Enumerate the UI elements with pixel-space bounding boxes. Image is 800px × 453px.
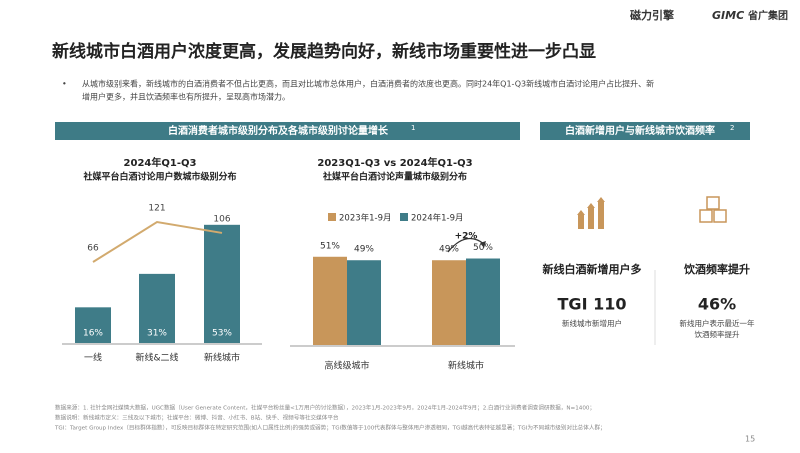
footnote-ref: 2 (730, 124, 734, 132)
line (92, 220, 223, 263)
bar (466, 258, 500, 345)
value-label: 51% (320, 241, 340, 251)
page-number: 15 (745, 435, 755, 444)
logo: 磁力引擎 (630, 8, 674, 22)
footnote: 数据说明：新线城市定义：三线及以下城市；社媒平台：微博、抖音、小红书、B站、快手… (55, 414, 339, 422)
legend-label: 2023年1-9月 (339, 213, 392, 224)
legend-swatch (328, 213, 336, 221)
stat-desc: 新线城市新增用户 (562, 318, 622, 328)
annotation-arrow (447, 237, 485, 253)
annotation: +2% (455, 232, 478, 242)
x-tick-label: 高线级城市 (324, 360, 369, 372)
footnote: 数据来源：1. 社针全网社媒情大数据，UGC数据（User Generate C… (55, 404, 595, 412)
arrow-head (480, 241, 486, 248)
chart-subtitle: 社媒平台白酒讨论用户数城市级别分布 (82, 171, 236, 183)
growth-icon (577, 197, 605, 229)
stat-value: TGI 110 (558, 295, 627, 314)
x-tick-label: 新线城市 (448, 360, 484, 372)
value-label: 49% (354, 245, 374, 255)
bar (204, 224, 240, 343)
x-tick-label: 新线&二线 (135, 352, 178, 364)
value-label: 31% (147, 329, 167, 339)
section-header (55, 122, 520, 140)
value-label: 106 (213, 214, 230, 224)
value-label: 53% (212, 329, 232, 339)
value-label: 121 (148, 204, 165, 214)
bullet-dot: • (62, 80, 67, 89)
bar (432, 260, 466, 345)
logo: 省广集团 (747, 9, 788, 22)
stat-value: 46% (698, 295, 736, 314)
bar (313, 256, 347, 345)
bar (139, 273, 175, 343)
footnote: TGI：Target Group Index（目标群体指数），可反映目标群体在特… (54, 424, 606, 432)
chart-title: 2024年Q1-Q3 (124, 156, 197, 169)
footnote-ref: 1 (411, 124, 415, 132)
section-title: 白酒消费者城市级别分布及各城市级别讨论量增长 (168, 124, 389, 137)
value-label: 16% (83, 329, 103, 339)
x-tick-label: 新线城市 (204, 352, 240, 364)
slide-title: 新线城市白酒用户浓度更高，发展趋势向好，新线市场重要性进一步凸显 (52, 41, 596, 62)
section-title: 白酒新增用户与新线城市饮酒频率 (565, 124, 715, 137)
bar (75, 307, 111, 343)
logo: GIMC (712, 9, 744, 22)
stat-label: 饮酒频率提升 (683, 262, 750, 276)
boxes-icon (699, 196, 727, 223)
value-label: 50% (473, 243, 493, 253)
legend-swatch (400, 213, 408, 221)
stat-desc: 新线用户表示最近一年 (680, 318, 755, 328)
bullet-text: 增用户更多，并且饮酒频率也有所提升，呈现高市场潜力。 (82, 92, 290, 102)
section-header (540, 122, 750, 140)
chart-subtitle: 社媒平台白酒讨论声量城市级别分布 (322, 171, 467, 183)
x-tick-label: 一线 (84, 352, 102, 364)
bar (347, 260, 381, 345)
stat-label: 新线白酒新增用户多 (543, 262, 642, 276)
chart-title: 2023Q1-Q3 vs 2024年Q1-Q3 (317, 156, 472, 169)
stat-desc: 饮酒频率提升 (695, 329, 740, 339)
legend-label: 2024年1-9月 (411, 213, 464, 224)
value-label: 66 (87, 244, 99, 254)
bullet-text: 从城市级别来看，新线城市的白酒消费者不但占比更高，而且对比城市总体用户，白酒消费… (82, 79, 654, 89)
